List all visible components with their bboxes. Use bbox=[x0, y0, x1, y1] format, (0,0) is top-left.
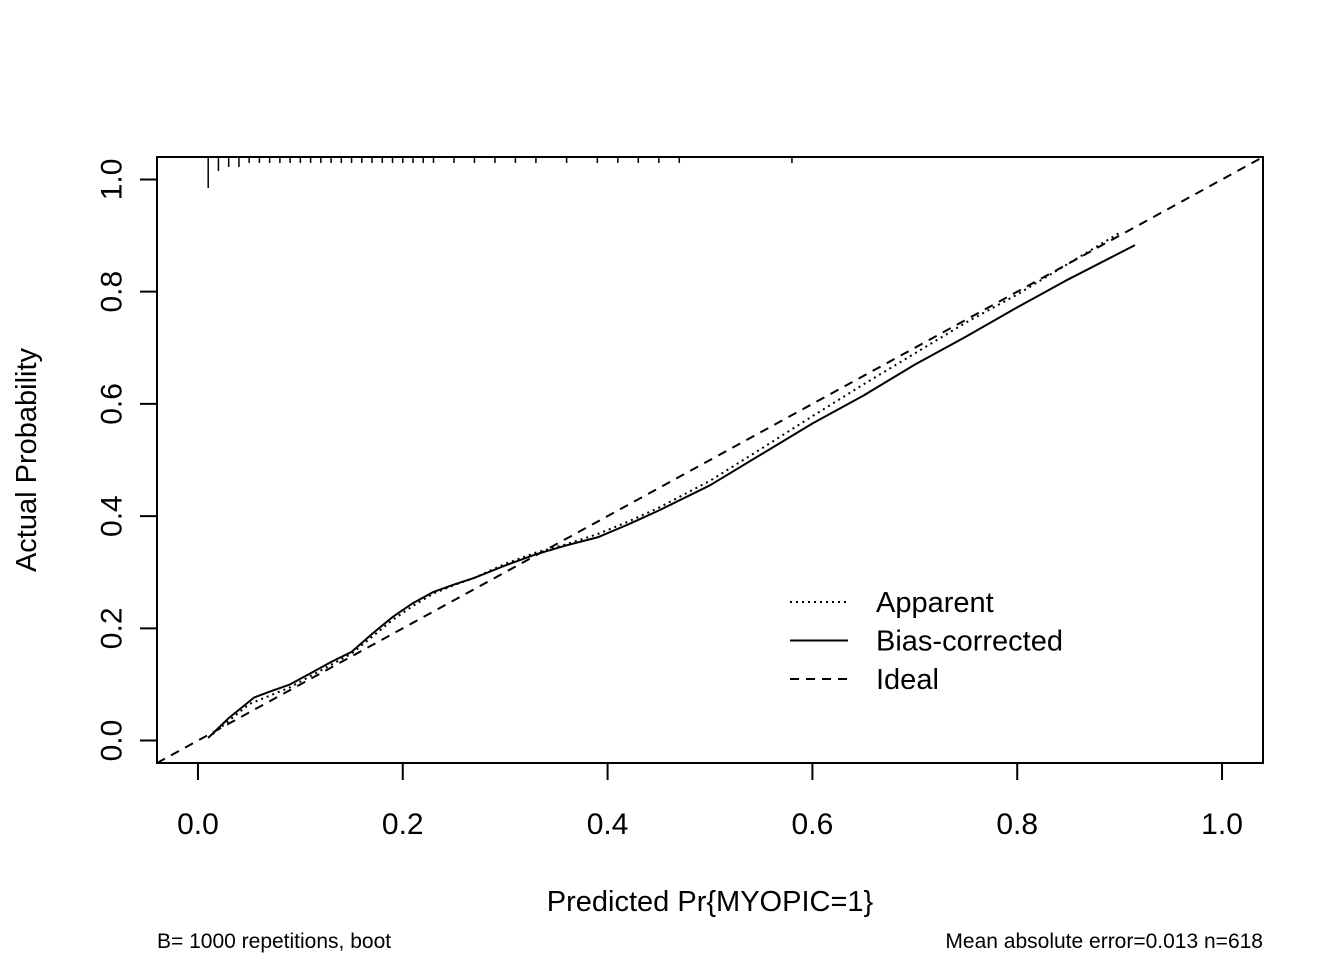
rug-marks bbox=[207, 157, 793, 188]
y-axis-title: Actual Probability bbox=[11, 347, 43, 572]
x-axis-title: Predicted Pr{MYOPIC=1} bbox=[547, 886, 874, 918]
y-axis: 0.0 0.2 0.4 0.6 0.8 1.0 bbox=[96, 159, 158, 762]
apparent-line bbox=[207, 231, 1121, 739]
legend: Apparent Bias-corrected Ideal bbox=[790, 587, 1063, 696]
x-tick-label: 0.8 bbox=[996, 808, 1038, 841]
y-tick-label: 0.6 bbox=[96, 383, 129, 425]
bias-corrected-line bbox=[207, 244, 1136, 739]
footnote-right: Mean absolute error=0.013 n=618 bbox=[945, 930, 1263, 953]
ideal-line bbox=[157, 157, 1263, 763]
legend-label-ideal: Ideal bbox=[876, 664, 939, 696]
x-tick-label: 0.0 bbox=[177, 808, 219, 841]
legend-label-apparent: Apparent bbox=[876, 587, 994, 619]
y-tick-label: 1.0 bbox=[96, 159, 129, 201]
series-layer bbox=[157, 157, 1263, 763]
x-axis: 0.0 0.2 0.4 0.6 0.8 1.0 bbox=[177, 762, 1243, 841]
y-tick-label: 0.4 bbox=[96, 495, 129, 537]
legend-label-bias-corrected: Bias-corrected bbox=[876, 626, 1063, 658]
y-tick-label: 0.0 bbox=[96, 720, 129, 762]
footnote-left: B= 1000 repetitions, boot bbox=[157, 930, 391, 953]
x-tick-label: 0.6 bbox=[792, 808, 834, 841]
x-tick-label: 1.0 bbox=[1201, 808, 1243, 841]
y-tick-label: 0.8 bbox=[96, 271, 129, 313]
y-tick-label: 0.2 bbox=[96, 607, 129, 649]
x-tick-label: 0.4 bbox=[587, 808, 629, 841]
x-tick-label: 0.2 bbox=[382, 808, 424, 841]
